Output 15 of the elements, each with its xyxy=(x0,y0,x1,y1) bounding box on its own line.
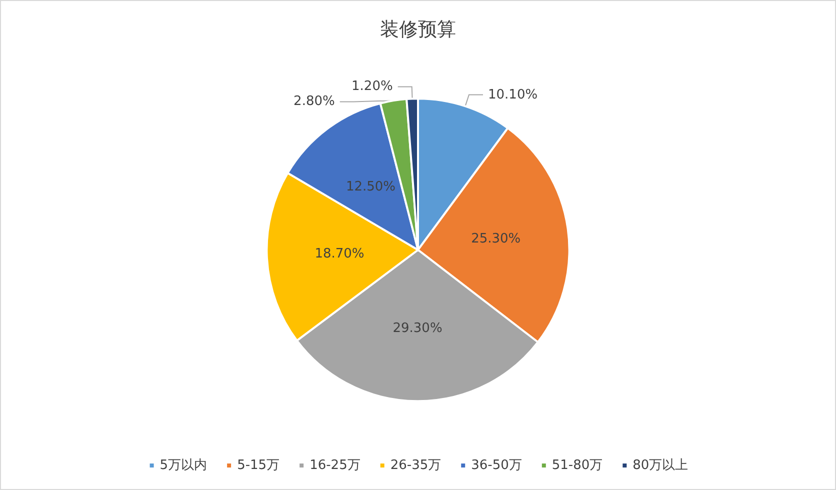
data-label: 25.30% xyxy=(471,231,521,246)
data-label: 29.30% xyxy=(392,321,442,336)
legend-label: 51-80万 xyxy=(552,458,603,473)
data-label: 10.10% xyxy=(488,87,538,102)
legend-label: 16-25万 xyxy=(310,458,360,473)
legend-label: 36-50万 xyxy=(471,458,522,473)
legend-label: 5-15万 xyxy=(237,458,280,473)
legend-label: 5万以内 xyxy=(160,458,208,473)
data-label: 18.70% xyxy=(314,246,364,262)
chart-title: 装修预算 xyxy=(380,18,456,40)
data-label: 12.50% xyxy=(346,180,396,195)
data-label: 2.80% xyxy=(294,94,335,110)
legend-label: 80万以上 xyxy=(632,458,688,473)
legend-label: 26-35万 xyxy=(390,458,442,473)
data-label: 1.20% xyxy=(352,79,393,94)
